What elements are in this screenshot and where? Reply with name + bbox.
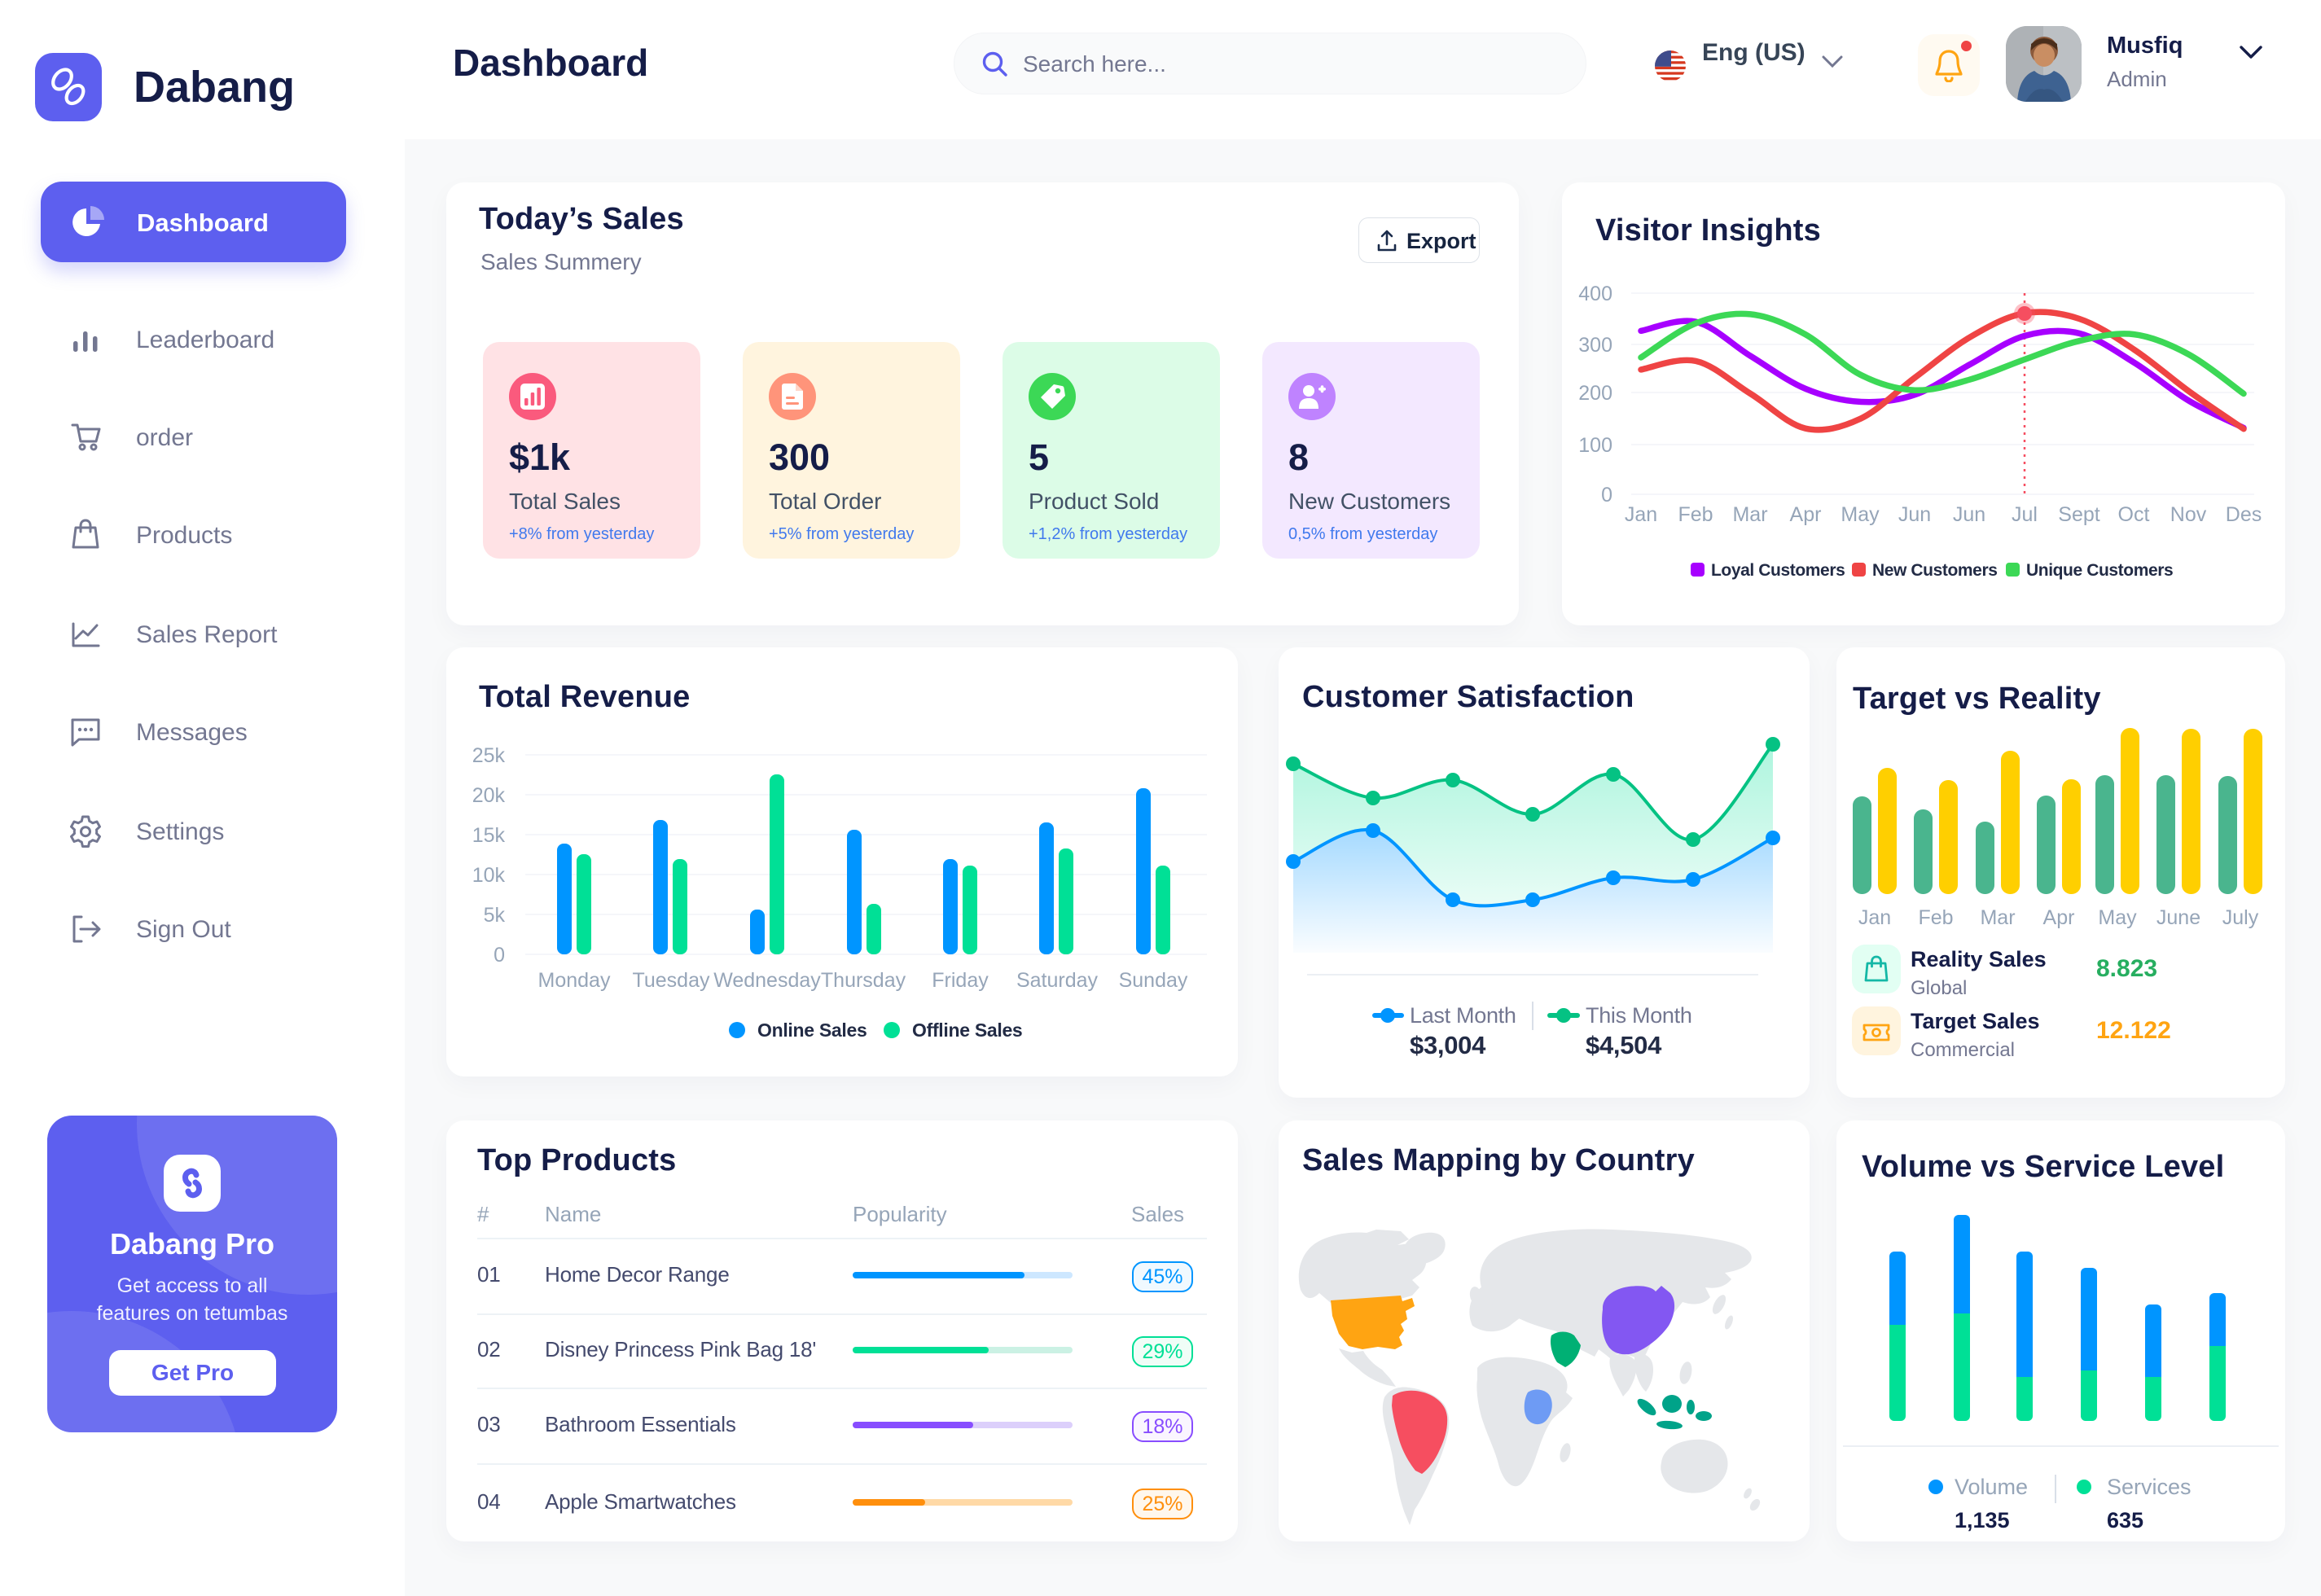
svg-text:Feb: Feb	[1918, 906, 1953, 929]
svg-text:1,135: 1,135	[1955, 1508, 2010, 1532]
svg-text:July: July	[2222, 906, 2259, 929]
svg-text:Sept: Sept	[2058, 503, 2099, 526]
svg-text:Mar: Mar	[1980, 906, 2015, 929]
svg-text:May: May	[1841, 503, 1880, 526]
svg-text:0: 0	[1601, 484, 1612, 506]
svg-text:Thursday: Thursday	[821, 969, 906, 992]
svg-text:Apr: Apr	[2043, 906, 2075, 929]
svg-text:$3,004: $3,004	[1410, 1031, 1486, 1059]
svg-text:Des: Des	[2226, 503, 2262, 526]
svg-text:Jul: Jul	[2012, 503, 2038, 526]
svg-text:Feb: Feb	[1678, 503, 1713, 526]
svg-text:$4,504: $4,504	[1586, 1031, 1662, 1059]
svg-text:Jun: Jun	[1953, 503, 1985, 526]
svg-text:Monday: Monday	[538, 969, 611, 992]
svg-text:Loyal Customers: Loyal Customers	[1711, 561, 1845, 580]
svg-text:Saturday: Saturday	[1016, 969, 1099, 992]
svg-text:100: 100	[1578, 434, 1612, 457]
svg-text:Nov: Nov	[2170, 503, 2207, 526]
svg-text:Services: Services	[2107, 1475, 2192, 1499]
svg-text:Online Sales: Online Sales	[757, 1019, 867, 1041]
svg-text:Sunday: Sunday	[1119, 969, 1188, 992]
svg-text:Tuesday: Tuesday	[633, 969, 710, 992]
svg-text:June: June	[2156, 906, 2200, 929]
svg-text:635: 635	[2107, 1508, 2143, 1532]
svg-text:Jun: Jun	[1898, 503, 1931, 526]
svg-text:300: 300	[1578, 334, 1612, 357]
svg-text:Volume: Volume	[1955, 1475, 2028, 1499]
svg-text:15k: 15k	[472, 824, 506, 847]
svg-text:This Month: This Month	[1586, 1003, 1692, 1028]
svg-text:Wednesday: Wednesday	[713, 969, 821, 992]
svg-text:Mar: Mar	[1732, 503, 1767, 526]
svg-text:New Customers: New Customers	[1872, 561, 1998, 580]
svg-text:Friday: Friday	[932, 969, 989, 992]
svg-text:Apr: Apr	[1790, 503, 1822, 526]
svg-text:20k: 20k	[472, 784, 506, 807]
svg-text:May: May	[2098, 906, 2137, 929]
svg-text:Last Month: Last Month	[1410, 1003, 1516, 1028]
svg-text:10k: 10k	[472, 864, 506, 887]
svg-text:200: 200	[1578, 382, 1612, 405]
svg-text:0: 0	[494, 944, 505, 967]
svg-text:5k: 5k	[484, 904, 506, 927]
svg-text:Oct: Oct	[2118, 503, 2150, 526]
svg-text:400: 400	[1578, 283, 1612, 305]
svg-text:Offline Sales: Offline Sales	[912, 1019, 1022, 1041]
svg-text:25k: 25k	[472, 744, 506, 767]
svg-text:Jan: Jan	[1625, 503, 1657, 526]
svg-text:Unique Customers: Unique Customers	[2026, 561, 2173, 580]
svg-text:Jan: Jan	[1858, 906, 1891, 929]
